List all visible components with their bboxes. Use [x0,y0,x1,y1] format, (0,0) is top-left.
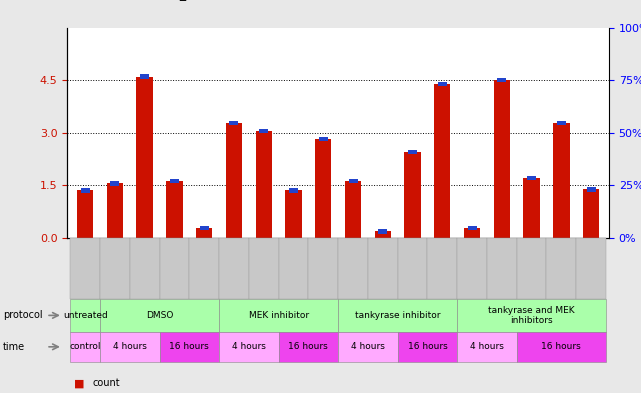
Bar [196,228,212,238]
Bar [494,80,510,238]
Text: tankyrase and MEK
inhibitors: tankyrase and MEK inhibitors [488,306,575,325]
Bar [524,178,540,238]
Text: ■: ■ [74,378,84,388]
Bar [285,191,302,238]
Text: DMSO: DMSO [146,311,173,320]
Bar [438,82,447,86]
Bar [349,179,358,183]
Text: MEK inhibitor: MEK inhibitor [249,311,309,320]
Bar [200,226,209,230]
Text: 16 hours: 16 hours [408,342,447,351]
Bar [140,74,149,79]
Bar [229,121,238,125]
Bar [110,181,119,185]
Bar [226,123,242,238]
Bar [107,184,123,238]
Bar [170,179,179,183]
Text: time: time [3,342,26,352]
Text: 16 hours: 16 hours [288,342,328,351]
Bar [553,123,569,238]
Bar [289,188,298,193]
Text: 16 hours: 16 hours [169,342,209,351]
Bar [319,137,328,141]
Bar [467,226,476,230]
Bar [256,131,272,238]
Bar [587,187,595,191]
Bar [497,78,506,82]
Bar [166,181,183,238]
Text: 4 hours: 4 hours [351,342,385,351]
Bar [137,77,153,238]
Bar [583,189,599,238]
Text: 4 hours: 4 hours [113,342,147,351]
Bar [315,139,331,238]
Text: count: count [93,378,121,388]
Text: control: control [69,342,101,351]
Bar [434,84,451,238]
Text: untreated: untreated [63,311,108,320]
Bar [404,152,420,238]
Text: tankyrase inhibitor: tankyrase inhibitor [355,311,440,320]
Bar [374,231,391,238]
Bar [527,176,536,180]
Bar [464,228,480,238]
Bar [81,188,90,193]
Bar [378,230,387,233]
Bar [77,191,94,238]
Bar [259,129,268,133]
Bar [557,121,566,125]
Text: 16 hours: 16 hours [542,342,581,351]
Bar [408,150,417,154]
Text: 4 hours: 4 hours [232,342,266,351]
Text: protocol: protocol [3,310,43,320]
Bar [345,181,361,238]
Text: 4 hours: 4 hours [470,342,504,351]
